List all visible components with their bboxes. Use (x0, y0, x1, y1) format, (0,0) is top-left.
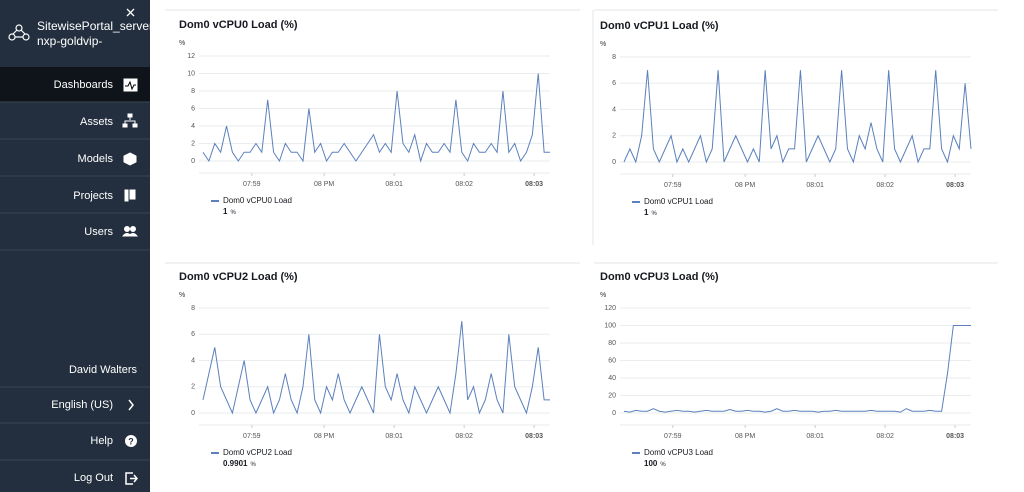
y-tick-label: 8 (191, 305, 195, 312)
help-icon (125, 435, 137, 447)
legend-value-unit: % (651, 211, 657, 217)
y-tick-label: 4 (191, 357, 195, 364)
legend-value-number: 100 (644, 459, 658, 468)
language[interactable]: English (US) (51, 399, 113, 411)
chart-title: Dom0 vCPU2 Load (%) (179, 271, 298, 283)
x-tick-label: 08 PM (314, 433, 334, 440)
app-subtitle: nxp-goldvip- (37, 34, 102, 48)
app-name: SitewisePortal_server (37, 19, 153, 33)
y-axis-label: % (600, 41, 606, 48)
data-line (202, 321, 550, 415)
chart-title: Dom0 vCPU3 Load (%) (600, 271, 719, 283)
help[interactable]: Help (90, 435, 113, 447)
x-tick-label: 08:02 (455, 433, 473, 440)
y-tick-label: 0 (612, 159, 616, 166)
help-icon-glyph: ? (128, 436, 134, 446)
data-line (623, 325, 971, 413)
legend-value: 1% (644, 208, 657, 217)
user-name: David Walters (69, 364, 138, 376)
y-tick-label: 6 (191, 105, 195, 112)
legend-value-number: 1 (644, 208, 649, 217)
y-tick-label: 8 (612, 54, 616, 61)
y-tick-label: 2 (191, 384, 195, 391)
logout[interactable]: Log Out (74, 472, 113, 484)
y-tick-label: 8 (191, 88, 195, 95)
y-tick-label: 4 (191, 123, 195, 130)
x-tick-label: 08:01 (385, 181, 403, 188)
legend-value-unit: % (230, 210, 236, 216)
x-tick-label: 08 PM (735, 182, 755, 189)
y-tick-label: 4 (612, 106, 616, 113)
legend-value: 100% (644, 459, 666, 468)
y-tick-label: 60 (608, 357, 616, 364)
x-tick-label: 08:02 (876, 433, 894, 440)
legend-label: Dom0 vCPU0 Load (223, 196, 292, 205)
nav-icons (121, 78, 139, 237)
data-line (202, 73, 550, 163)
x-tick-label: 08:02 (876, 182, 894, 189)
y-axis-label: % (179, 292, 185, 299)
x-tick-label: 08:01 (806, 182, 824, 189)
y-axis-label: % (600, 292, 606, 299)
nav-item[interactable]: Models (78, 153, 114, 165)
legend-value-number: 1 (223, 207, 228, 216)
legend-value-unit: % (250, 462, 256, 468)
legend-value: 0.9901% (223, 459, 256, 468)
y-tick-label: 6 (612, 80, 616, 87)
panel-borders (165, 9, 998, 264)
y-tick-label: 10 (187, 70, 195, 77)
y-tick-label: 20 (608, 392, 616, 399)
nav-item[interactable]: Users (84, 226, 113, 238)
y-tick-label: 0 (191, 410, 195, 417)
y-tick-label: 0 (191, 158, 195, 165)
x-tick-label: 08:03 (946, 433, 964, 440)
x-tick-label: 08:03 (525, 181, 543, 188)
legend-value-number: 0.9901 (223, 459, 248, 468)
y-tick-label: 6 (191, 331, 195, 338)
chevron (128, 399, 134, 411)
chart-title: Dom0 vCPU0 Load (%) (179, 19, 298, 31)
y-axis-label: % (179, 40, 185, 47)
legend-value: 1% (223, 207, 236, 216)
nav-item[interactable]: Dashboards (54, 79, 114, 91)
legend-label: Dom0 vCPU3 Load (644, 448, 713, 457)
x-tick-label: 07:59 (243, 181, 261, 188)
y-tick-label: 120 (604, 305, 616, 312)
y-tick-label: 2 (612, 133, 616, 140)
nav-item[interactable]: Assets (80, 116, 114, 128)
x-tick-label: 08:01 (806, 433, 824, 440)
x-tick-label: 08 PM (314, 181, 334, 188)
y-tick-label: 40 (608, 375, 616, 382)
y-tick-label: 2 (191, 140, 195, 147)
logout-icon (125, 472, 138, 485)
legend-label: Dom0 vCPU2 Load (223, 448, 292, 457)
chart-title: Dom0 vCPU1 Load (%) (600, 20, 719, 32)
x-tick-label: 08:03 (946, 182, 964, 189)
legend-label: Dom0 vCPU1 Load (644, 197, 713, 206)
close-button[interactable] (126, 8, 135, 17)
nav-item[interactable]: Projects (73, 190, 113, 202)
x-tick-label: 08:02 (455, 181, 473, 188)
y-tick-label: 12 (187, 53, 195, 60)
logo (8, 24, 30, 41)
y-tick-label: 80 (608, 340, 616, 347)
data-line (623, 70, 972, 164)
x-tick-label: 07:59 (664, 182, 682, 189)
x-tick-label: 07:59 (243, 433, 261, 440)
x-tick-label: 08:03 (525, 433, 543, 440)
legend-value-unit: % (660, 462, 666, 468)
x-tick-label: 08 PM (735, 433, 755, 440)
x-tick-label: 07:59 (664, 433, 682, 440)
y-tick-label: 100 (604, 322, 616, 329)
x-tick-label: 08:01 (385, 433, 403, 440)
y-tick-label: 0 (612, 410, 616, 417)
